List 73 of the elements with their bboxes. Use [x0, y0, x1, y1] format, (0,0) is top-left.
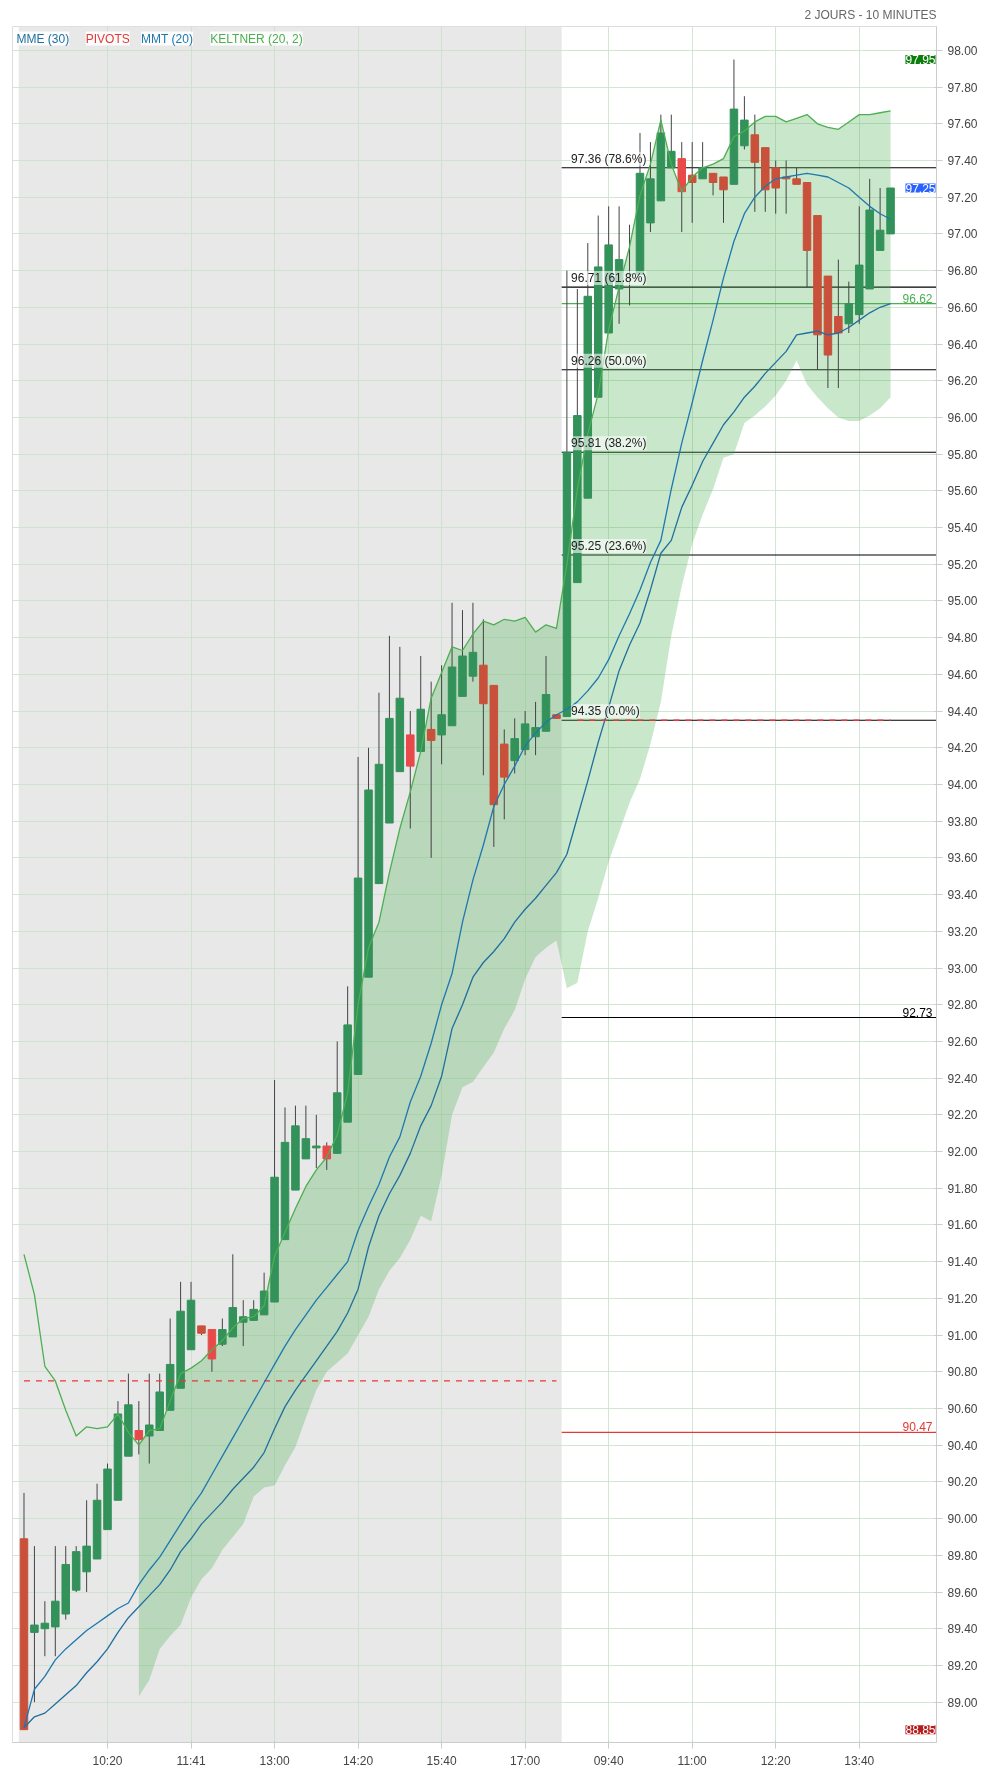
- y-tick-label: 92.80: [947, 998, 978, 1013]
- annotation: 96.62: [902, 291, 933, 306]
- y-tick-label: 96.80: [947, 264, 978, 279]
- y-tick-label: 89.00: [947, 1695, 978, 1710]
- y-tick-label: 96.00: [947, 410, 978, 425]
- x-tick-label: 13:00: [259, 1753, 290, 1768]
- ref-line-label: 97.36 (78.6%): [571, 151, 647, 166]
- y-tick-label: 95.40: [947, 521, 978, 536]
- y-tick-label: 94.20: [947, 741, 978, 756]
- y-tick-label: 96.60: [947, 300, 978, 315]
- y-tick-label: 89.80: [947, 1548, 978, 1563]
- y-tick-label: 94.80: [947, 631, 978, 646]
- y-tick-label: 95.00: [947, 594, 978, 609]
- ref-line-label: 95.81 (38.2%): [571, 436, 647, 451]
- ref-line-label: 96.26 (50.0%): [571, 353, 647, 368]
- y-tick-label: 95.80: [947, 447, 978, 462]
- y-tick-label: 91.80: [947, 1181, 978, 1196]
- y-tick-label: 97.00: [947, 227, 978, 242]
- y-tick-label: 91.20: [947, 1291, 978, 1306]
- x-tick-label: 15:40: [426, 1753, 457, 1768]
- y-tick-label: 93.60: [947, 851, 978, 866]
- y-tick-label: 96.20: [947, 374, 978, 389]
- y-tick-label: 93.00: [947, 961, 978, 976]
- y-tick-label: 93.80: [947, 814, 978, 829]
- y-tick-label: 97.60: [947, 117, 978, 132]
- y-tick-label: 90.00: [947, 1512, 978, 1527]
- y-tick-label: 92.40: [947, 1071, 978, 1086]
- text: 97.25: [905, 181, 936, 196]
- ref-line-label: 94.35 (0.0%): [571, 704, 640, 719]
- y-tick-label: 93.40: [947, 888, 978, 903]
- x-tick-label: 14:20: [343, 1753, 374, 1768]
- y-tick-label: 98.00: [947, 43, 978, 58]
- annotation: 90.47: [902, 1420, 933, 1435]
- y-tick-label: 92.00: [947, 1145, 978, 1160]
- y-tick-label: 95.60: [947, 484, 978, 499]
- x-tick-label: 10:20: [92, 1753, 123, 1768]
- annotation: 92.73: [902, 1005, 933, 1020]
- y-tick-label: 90.20: [947, 1475, 978, 1490]
- x-tick-label: 17:00: [510, 1753, 541, 1768]
- text: 97.95: [905, 53, 936, 68]
- text: MMT (20): [141, 31, 193, 46]
- y-tick-label: 97.80: [947, 80, 978, 95]
- y-tick-label: 95.20: [947, 557, 978, 572]
- y-tick-label: 89.20: [947, 1658, 978, 1673]
- y-tick-label: 90.40: [947, 1438, 978, 1453]
- y-tick-label: 94.60: [947, 667, 978, 682]
- y-tick-label: 94.00: [947, 777, 978, 792]
- y-tick-label: 92.60: [947, 1034, 978, 1049]
- text: PIVOTS: [85, 31, 130, 46]
- ref-line-label: 96.71 (61.8%): [571, 271, 647, 286]
- x-tick-label: 09:40: [593, 1753, 624, 1768]
- ref-line-label: 95.25 (23.6%): [571, 539, 647, 554]
- x-tick-label: 11:41: [176, 1753, 206, 1768]
- text: 88.85: [905, 1723, 936, 1738]
- y-tick-label: 94.40: [947, 704, 978, 719]
- y-tick-label: 90.80: [947, 1365, 978, 1380]
- y-tick-label: 92.20: [947, 1108, 978, 1123]
- text: MME (30): [16, 31, 70, 46]
- y-tick-label: 97.20: [947, 190, 978, 205]
- y-tick-label: 91.60: [947, 1218, 978, 1233]
- x-tick-label: 13:40: [844, 1753, 875, 1768]
- y-tick-label: 91.40: [947, 1255, 978, 1270]
- y-tick-label: 89.60: [947, 1585, 978, 1600]
- y-tick-label: 91.00: [947, 1328, 978, 1343]
- chart-subtitle: 2 JOURS - 10 MINUTES: [804, 7, 937, 22]
- x-tick-label: 11:00: [677, 1753, 708, 1768]
- y-tick-label: 90.60: [947, 1401, 978, 1416]
- text: KELTNER (20, 2): [210, 31, 303, 46]
- x-tick-label: 12:20: [760, 1753, 792, 1768]
- y-tick-label: 93.20: [947, 924, 978, 939]
- y-tick-label: 96.40: [947, 337, 978, 352]
- y-tick-label: 97.40: [947, 153, 978, 168]
- y-tick-label: 89.40: [947, 1622, 978, 1637]
